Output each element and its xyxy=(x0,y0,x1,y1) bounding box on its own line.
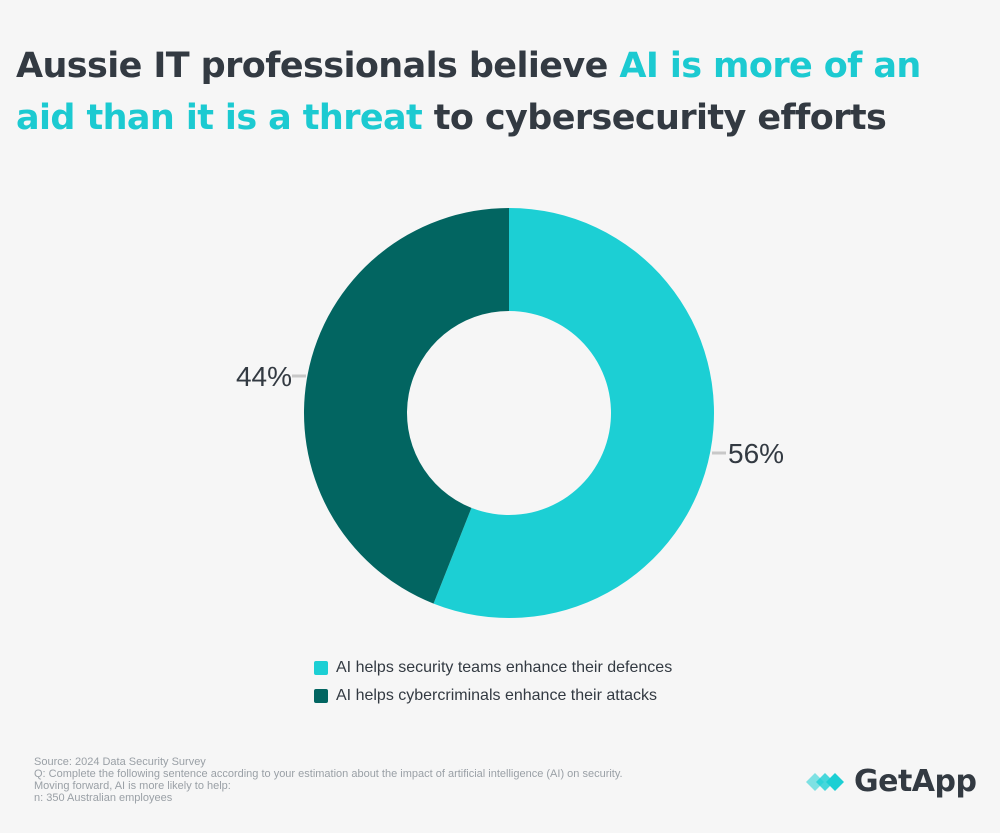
title-part-1: Aussie IT professionals believe xyxy=(16,46,620,86)
legend-label-attacks: AI helps cybercriminals enhance their at… xyxy=(336,687,658,704)
title-part-2: to cybersecurity efforts xyxy=(422,98,887,138)
source-line: Source: 2024 Data Security Survey xyxy=(34,756,206,768)
legend-item-attacks: AI helps cybercriminals enhance their at… xyxy=(314,682,672,710)
sample-size-line: n: 350 Australian employees xyxy=(34,792,173,804)
question-line: Q: Complete the following sentence accor… xyxy=(34,768,623,780)
legend-swatch-attacks xyxy=(314,689,328,703)
chart-title: Aussie IT professionals believe AI is mo… xyxy=(16,40,986,144)
donut-slice-0 xyxy=(433,208,714,618)
chart-legend: AI helps security teams enhance their de… xyxy=(314,654,672,710)
getapp-wordmark: GetApp xyxy=(854,764,977,799)
getapp-brand: GetApp xyxy=(806,764,977,799)
question-continuation-line: Moving forward, AI is more likely to hel… xyxy=(34,780,231,792)
donut-slice-1 xyxy=(303,208,509,604)
legend-item-defences: AI helps security teams enhance their de… xyxy=(314,654,672,682)
legend-swatch-defences xyxy=(314,661,328,675)
data-label-0: 56% xyxy=(728,438,784,469)
data-label-1: 44% xyxy=(236,361,292,392)
legend-label-defences: AI helps security teams enhance their de… xyxy=(336,659,673,676)
title-highlight: AI is more of an aid than it is a threat xyxy=(16,46,921,138)
source-notes: Source: 2024 Data Security Survey Q: Com… xyxy=(34,756,623,804)
getapp-logo-icon xyxy=(806,772,844,791)
